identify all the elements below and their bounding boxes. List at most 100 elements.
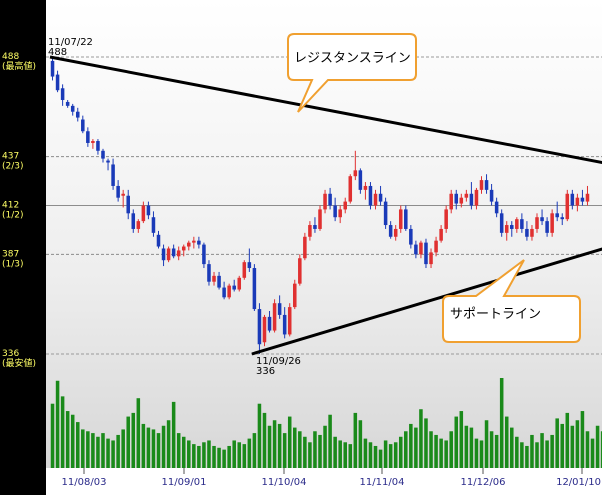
y-axis-ticks: 488(最高値) 437(2/3) 412(1/2) 387(1/3) 336(最安値) <box>2 52 36 369</box>
y-tick-sublabel: (2/3) <box>2 162 24 172</box>
candle-body <box>202 244 206 265</box>
volume-bar <box>484 420 489 468</box>
candle-body <box>197 240 201 245</box>
candle-body <box>434 240 438 253</box>
candle-body <box>540 217 544 222</box>
candle-body <box>393 228 398 237</box>
volume-bar <box>257 403 262 468</box>
candle-body <box>136 221 141 229</box>
volume-bar <box>499 378 504 468</box>
candle-body <box>106 160 110 163</box>
candle-body <box>252 268 257 310</box>
candle-body <box>328 193 332 206</box>
candle-body <box>580 197 585 202</box>
candle-body <box>272 303 277 331</box>
volume-bar <box>383 440 388 468</box>
candle-body <box>484 180 489 190</box>
volume-bar <box>272 420 277 468</box>
candle-body <box>388 225 393 237</box>
volume-bar <box>207 440 211 468</box>
volume-bar <box>560 423 565 468</box>
candle-body <box>111 164 115 186</box>
volume-bar <box>282 433 287 468</box>
candle-body <box>383 201 388 226</box>
candle-body <box>585 193 590 202</box>
volume-bar <box>212 445 216 468</box>
volume-bar <box>353 412 358 468</box>
volume-bar <box>146 427 151 468</box>
candle-body <box>257 309 262 345</box>
volume-bar <box>232 440 236 468</box>
candle-body <box>91 141 95 143</box>
candle-body <box>414 244 418 255</box>
support-callout: サポートライン <box>442 259 581 343</box>
candle-body <box>242 262 247 278</box>
volume-bar <box>101 433 105 468</box>
candle-body <box>353 170 358 177</box>
candle-body <box>141 205 146 222</box>
volume-bar <box>187 440 191 468</box>
volume-bar <box>530 434 534 468</box>
volume-bar <box>176 433 181 468</box>
volume-bar <box>106 438 110 468</box>
volume-bar <box>81 429 85 468</box>
volume-bar <box>464 425 469 468</box>
volume-bar <box>111 440 115 468</box>
candle-body <box>131 213 136 229</box>
volume-bar <box>247 438 252 468</box>
volume-bar <box>600 431 602 468</box>
volume-bar <box>444 440 448 468</box>
volume-bar <box>510 427 514 468</box>
candle-body <box>293 283 297 308</box>
volume-bar <box>91 433 95 468</box>
candle-body <box>146 205 151 216</box>
candle-body <box>378 193 383 202</box>
candle-body <box>232 285 236 290</box>
x-tick-label: 11/12/06 <box>461 477 506 488</box>
resistance-line <box>49 55 602 165</box>
candle-body <box>96 141 100 151</box>
candle-body <box>217 275 221 288</box>
volume-bar <box>414 427 418 468</box>
volume-bar <box>535 442 539 468</box>
volume-bar <box>489 431 494 468</box>
candle-body <box>333 205 337 218</box>
volume-bar <box>398 436 403 468</box>
volume-bar <box>373 445 378 468</box>
volume-bar <box>181 436 186 468</box>
volume-bar <box>378 449 383 468</box>
volume-bar <box>126 416 130 468</box>
volume-bar <box>434 434 438 468</box>
candle-body <box>565 193 570 220</box>
volume-bar <box>303 436 307 468</box>
volume-bar <box>439 438 443 468</box>
volume-bar <box>161 425 166 468</box>
volume-bar <box>166 420 171 468</box>
x-tick-label: 12/01/10 <box>556 477 601 488</box>
candle-body <box>560 217 565 220</box>
y-tick-label: 437 <box>2 152 19 162</box>
candle-body <box>449 193 453 210</box>
volume-bar <box>136 398 141 468</box>
candle-body <box>171 248 176 257</box>
volume-bar <box>86 431 90 468</box>
volume-bar <box>293 427 297 468</box>
volume-bar <box>65 411 70 468</box>
left-axis-panel <box>0 0 46 495</box>
candle-body <box>489 189 494 202</box>
x-tick-label: 11/09/01 <box>162 477 207 488</box>
candle-body <box>101 150 105 159</box>
candle-body <box>535 217 539 229</box>
volume-bar <box>550 434 554 468</box>
candle-body <box>212 275 216 282</box>
volume-bar <box>96 436 100 468</box>
volume-bar <box>277 423 282 468</box>
candle-body <box>454 193 459 204</box>
candle-body <box>338 209 342 218</box>
candle-body <box>479 180 484 190</box>
support-callout-text: サポートライン <box>450 307 541 322</box>
volume-bar <box>494 434 499 468</box>
candle-body <box>187 242 191 247</box>
y-tick-label: 488 <box>2 52 19 62</box>
